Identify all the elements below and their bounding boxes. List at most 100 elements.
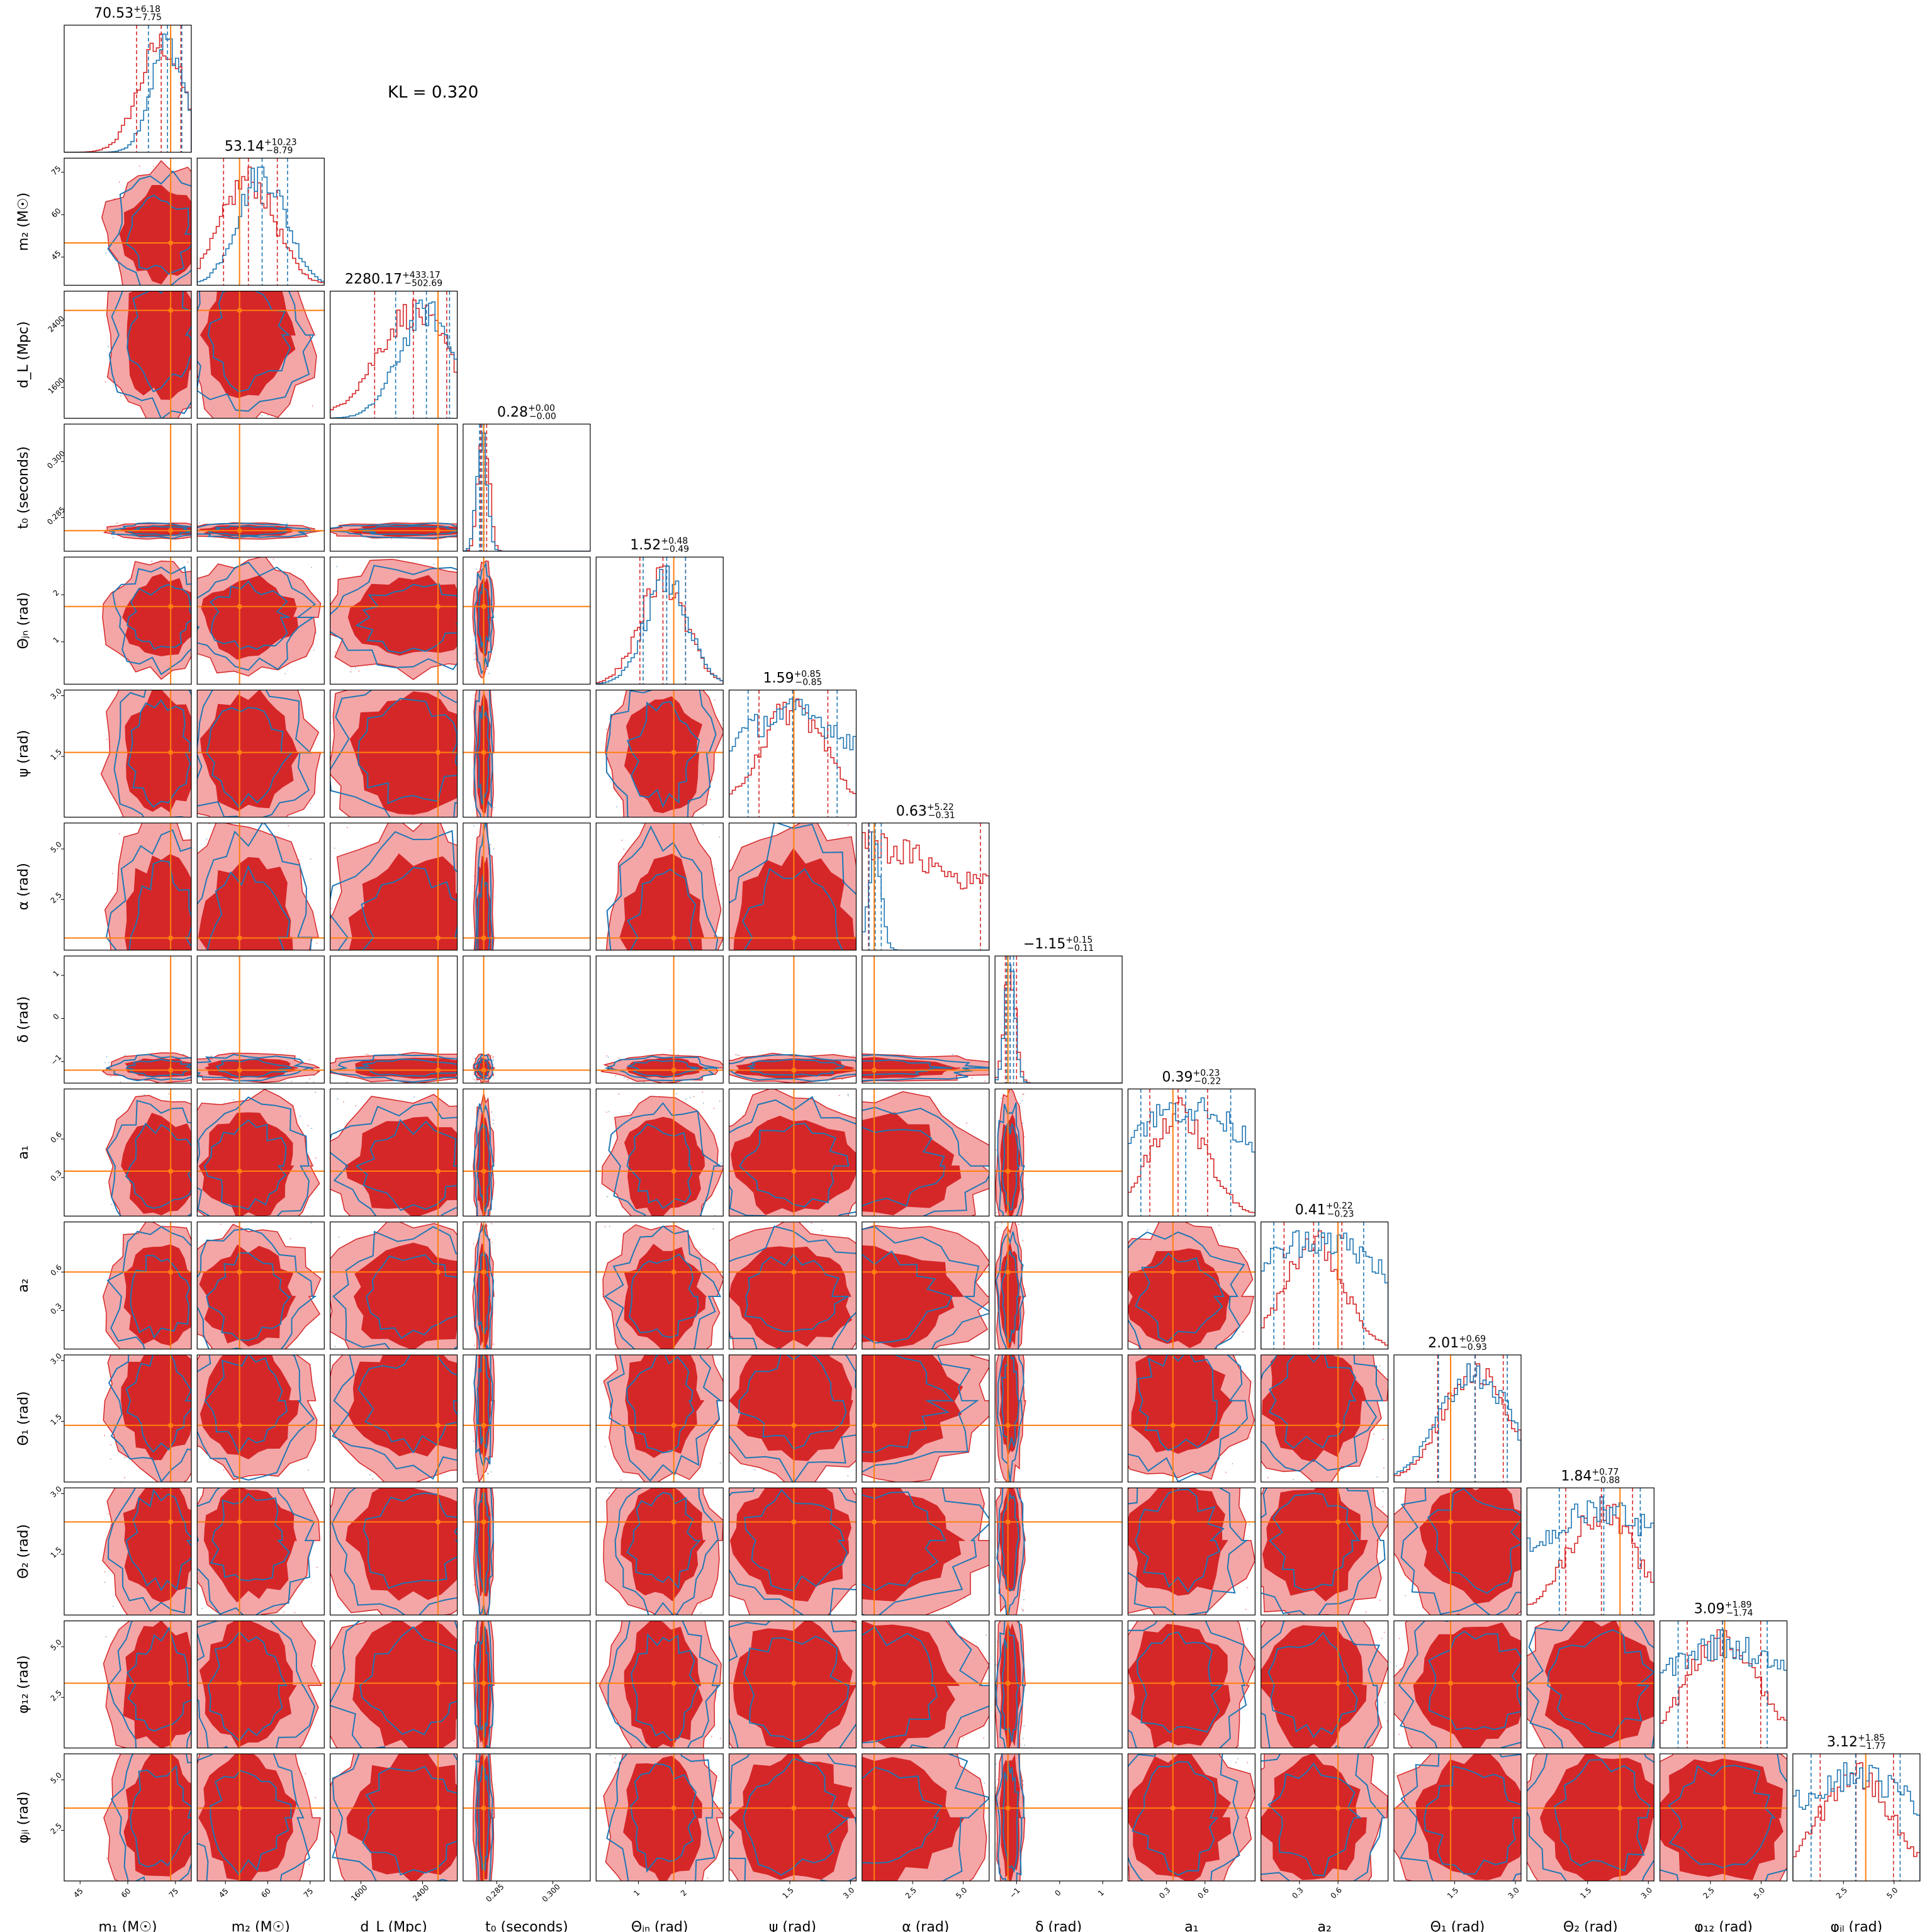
panel-8-3 — [463, 1089, 590, 1238]
x-tick-label: 2.5 — [1701, 1885, 1716, 1900]
truth-marker — [168, 1423, 173, 1428]
panel-13-3: 0.285 0.300t₀ (seconds) — [463, 1724, 590, 1932]
sample-point — [1023, 1590, 1025, 1591]
sample-point — [294, 1343, 295, 1344]
sample-point — [145, 994, 147, 995]
y-axis-label: φ₁₂ (rad) — [16, 1655, 31, 1714]
sample-point — [992, 1653, 994, 1654]
y-axis-label: α (rad) — [16, 863, 31, 910]
sample-point — [488, 538, 489, 539]
sample-point — [1269, 1341, 1270, 1342]
sample-point — [312, 1726, 313, 1727]
sample-point — [336, 566, 337, 567]
sample-point — [476, 568, 477, 570]
sample-point — [704, 675, 705, 676]
sample-point — [238, 1217, 239, 1218]
sample-point — [201, 1608, 203, 1609]
truth-marker — [168, 1681, 173, 1686]
truth-marker — [1171, 1269, 1176, 1274]
x-tick-label: 0.285 — [484, 1882, 505, 1904]
sample-point — [110, 1458, 111, 1459]
sample-point — [685, 1035, 686, 1036]
sample-point — [111, 284, 112, 285]
y-tick-label: 5.0 — [48, 840, 63, 854]
panel-13-12: 2.5 5.0φ₁₂ (rad) — [1626, 1727, 1825, 1932]
panel-8-1 — [178, 1089, 324, 1241]
sample-point — [216, 953, 218, 954]
sample-point — [850, 1094, 851, 1095]
y-tick-label: 3.0 — [48, 1485, 63, 1499]
sample-point — [106, 983, 107, 984]
sample-point — [481, 979, 482, 980]
panel-frame — [1128, 1089, 1255, 1216]
sample-point — [986, 1634, 987, 1636]
sample-point — [1112, 1357, 1113, 1358]
sample-point — [1374, 1899, 1375, 1901]
sample-point — [1741, 1887, 1743, 1888]
sample-point — [714, 1225, 716, 1227]
sample-point — [721, 1162, 722, 1164]
sample-point — [705, 1077, 707, 1078]
sample-point — [1381, 1638, 1382, 1639]
sample-point — [233, 1099, 234, 1101]
sample-point — [605, 1025, 606, 1026]
sample-point — [191, 667, 193, 668]
sample-point — [719, 1349, 720, 1351]
sample-point — [459, 621, 461, 622]
sample-point — [327, 1522, 328, 1524]
sample-point — [325, 1483, 326, 1485]
sample-point — [646, 962, 647, 963]
sample-point — [621, 840, 622, 841]
sample-point — [1631, 1618, 1632, 1619]
sample-point — [200, 1339, 201, 1340]
sample-point — [758, 1223, 759, 1225]
sample-point — [479, 685, 480, 686]
sample-point — [133, 819, 134, 820]
sample-point — [322, 927, 323, 928]
sample-point — [984, 1081, 986, 1082]
y-tick-label: 5.0 — [48, 1637, 63, 1652]
sample-point — [1022, 1223, 1023, 1224]
sample-point — [622, 1619, 623, 1620]
sample-point — [194, 1360, 196, 1361]
x-tick-label: 60 — [259, 1887, 272, 1900]
sample-point — [1233, 1466, 1235, 1467]
sample-point — [137, 827, 138, 828]
sample-point — [826, 1081, 827, 1082]
sample-point — [163, 289, 164, 291]
y-axis-label: Θ₂ (rad) — [16, 1524, 31, 1579]
truth-marker — [237, 936, 242, 941]
sample-point — [721, 1030, 722, 1031]
sample-point — [1182, 1901, 1183, 1902]
sample-point — [328, 1312, 329, 1313]
sample-point — [813, 1039, 814, 1040]
sample-point — [488, 673, 490, 674]
sample-point — [1339, 1351, 1340, 1352]
sample-point — [856, 1699, 858, 1700]
sample-point — [334, 848, 335, 849]
truth-marker — [237, 1681, 242, 1686]
sample-point — [605, 1446, 606, 1447]
panel-6-0: 2.55.0α (rad) — [16, 809, 221, 1058]
sample-point — [113, 537, 114, 538]
sample-point — [467, 566, 468, 567]
sample-point — [853, 1008, 854, 1009]
sample-point — [315, 1356, 316, 1357]
sample-point — [196, 759, 197, 760]
truth-marker — [481, 1169, 486, 1174]
panel-5-5: 1.59+0.85 −0.85 — [729, 670, 856, 817]
panel-9-4 — [596, 1222, 724, 1374]
sample-point — [477, 1619, 478, 1620]
sample-point — [716, 1262, 717, 1264]
panel-10-9 — [1237, 1318, 1389, 1483]
y-tick-label: 0.6 — [48, 1263, 63, 1278]
sample-point — [1383, 1439, 1384, 1440]
panel-title: 70.53+6.18 −7.75 — [94, 4, 162, 23]
truth-marker — [237, 1068, 242, 1073]
sample-point — [346, 1081, 347, 1082]
truth-marker — [791, 1806, 796, 1811]
sample-point — [685, 1098, 687, 1099]
sample-point — [1269, 1471, 1270, 1472]
sample-point — [1004, 1892, 1005, 1894]
sample-point — [472, 972, 473, 974]
